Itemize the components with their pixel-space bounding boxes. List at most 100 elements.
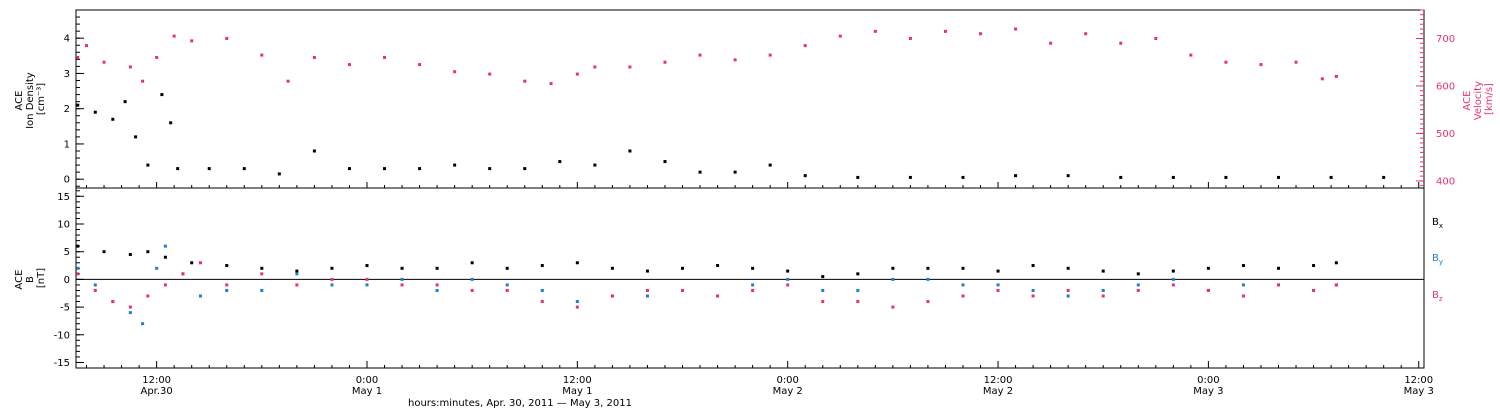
velocity-point	[523, 79, 527, 83]
field-point	[400, 277, 404, 281]
x-tick-label-date: May 2	[773, 386, 803, 397]
field-point	[996, 269, 1000, 273]
density-point	[347, 167, 351, 171]
velocity-point	[943, 29, 947, 33]
density-point	[93, 110, 97, 114]
legend-bz: Bz	[1432, 290, 1443, 303]
bottom-left-tick-label: 0	[64, 275, 70, 286]
field-point	[435, 288, 439, 292]
top-left-tick-label: 2	[64, 104, 70, 115]
velocity-point	[1294, 60, 1298, 64]
field-point	[470, 277, 474, 281]
density-point	[733, 170, 737, 174]
density-point	[134, 135, 138, 139]
field-point	[163, 255, 167, 259]
velocity-point	[76, 55, 80, 59]
field-point	[365, 277, 369, 281]
field-point	[470, 288, 474, 292]
field-point	[645, 294, 649, 298]
field-point	[716, 264, 720, 268]
density-point	[176, 167, 180, 171]
field-point	[1066, 294, 1070, 298]
x-tick-label-time: 0:00	[1197, 375, 1219, 386]
x-tick-label-time: 12:00	[563, 375, 592, 386]
field-point	[505, 266, 509, 270]
bottom-panel: -15 -10 -5 0 5 10 15 ACE B [nT] Bx By Bz	[14, 187, 1443, 369]
density-point	[803, 174, 807, 178]
density-point	[523, 167, 527, 171]
field-point	[163, 283, 167, 287]
field-point	[681, 288, 685, 292]
field-point	[961, 266, 965, 270]
field-point	[926, 300, 930, 304]
x-tick-label-date: May 1	[352, 386, 382, 397]
velocity-point	[172, 34, 176, 38]
density-point	[768, 163, 772, 167]
velocity-point	[838, 34, 842, 38]
legend-by: By	[1432, 253, 1443, 266]
velocity-point	[575, 72, 579, 76]
bottom-left-axis-label-line-1: ACE	[14, 270, 25, 290]
density-point	[169, 121, 173, 125]
field-point	[1101, 269, 1105, 273]
field-point	[540, 288, 544, 292]
density-point	[146, 163, 150, 167]
velocity-point	[260, 53, 264, 57]
field-point	[141, 322, 145, 326]
field-point	[1241, 294, 1245, 298]
density-point	[558, 160, 562, 164]
top-right-axis-label: ACE Velocity [km/s]	[1462, 78, 1495, 120]
field-point	[505, 283, 509, 287]
density-series-0	[76, 93, 1386, 179]
top-left-axis-label-line-2: Ion Density	[25, 72, 36, 129]
velocity-point	[128, 65, 132, 69]
density-point	[1119, 175, 1123, 179]
field-point	[926, 277, 930, 281]
field-point	[575, 261, 579, 265]
bottom-left-tick-label: 15	[57, 192, 70, 203]
field-point	[856, 272, 860, 276]
field-point	[1171, 283, 1175, 287]
x-tick-label-date: May 2	[983, 386, 1013, 397]
velocity-point	[803, 44, 807, 48]
density-point	[242, 167, 246, 171]
top-right-tick-label: 600	[1436, 81, 1455, 92]
density-point	[663, 160, 667, 164]
velocity-point	[347, 63, 351, 67]
field-point	[681, 266, 685, 270]
velocity-point	[190, 39, 194, 43]
field-point	[400, 283, 404, 287]
field-point	[821, 300, 825, 304]
field-point	[435, 266, 439, 270]
bottom-left-tick-label: -5	[60, 303, 70, 314]
field-point	[76, 266, 80, 270]
top-left-tick-label: 4	[64, 34, 70, 45]
bottom-left-axis: -15 -10 -5 0 5 10 15	[54, 190, 84, 369]
velocity-point	[225, 36, 229, 40]
field-point	[163, 244, 167, 248]
field-point	[260, 266, 264, 270]
top-right-tick-label: 400	[1436, 176, 1455, 187]
field-point	[786, 283, 790, 287]
bottom-left-axis-label-line-3: [nT]	[36, 268, 47, 288]
bottom-left-axis-label-line-2: B	[25, 276, 36, 283]
velocity-point	[453, 70, 457, 74]
density-point	[1382, 175, 1386, 179]
velocity-point	[85, 44, 89, 48]
field-point	[181, 272, 185, 276]
bottom-left-tick-label: 10	[57, 220, 70, 231]
bottom-left-tick-label: -10	[54, 330, 70, 341]
field-point	[146, 294, 150, 298]
field-point	[225, 288, 229, 292]
velocity-point	[1119, 41, 1123, 45]
velocity-point	[908, 36, 912, 40]
field-point	[1136, 283, 1140, 287]
field-point	[1241, 264, 1245, 268]
density-point	[383, 167, 387, 171]
field-point	[128, 252, 132, 256]
x-tick-label-time: 12:00	[142, 375, 171, 386]
velocity-point	[155, 55, 159, 59]
density-point	[1277, 175, 1281, 179]
field-point	[786, 269, 790, 273]
